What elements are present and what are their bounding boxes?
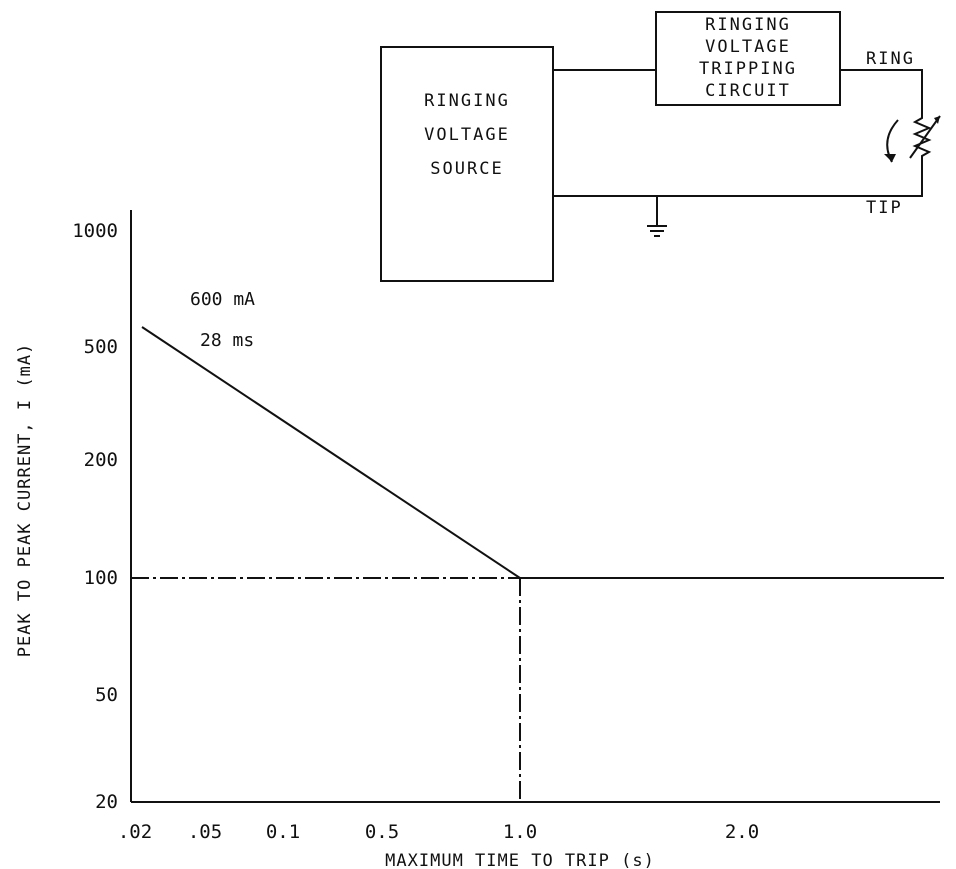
- resistor-arrowhead: [934, 116, 940, 124]
- x-tick-label: .05: [188, 821, 222, 843]
- resistor-arrow: [909, 115, 941, 159]
- y-tick-label: 50: [95, 684, 118, 706]
- trip-label-line: VOLTAGE: [705, 37, 791, 57]
- y-tick-label: 20: [95, 791, 118, 813]
- x-tick-label: 0.5: [365, 821, 399, 843]
- annotation-current: 600 mA: [190, 289, 255, 310]
- source-label-line: RINGING: [424, 91, 510, 111]
- x-tick-label: 1.0: [503, 821, 537, 843]
- trip-label-line: TRIPPING: [699, 59, 797, 79]
- source-label-line: VOLTAGE: [424, 125, 510, 145]
- wire-tip: [553, 160, 923, 197]
- x-tick-label: .02: [118, 821, 152, 843]
- x-tick-label: 0.1: [266, 821, 300, 843]
- y-tick-label: 100: [84, 567, 118, 589]
- circuit-diagram: RINGING VOLTAGE SOURCE RINGING VOLTAGE T…: [380, 11, 941, 282]
- annotation-time: 28 ms: [200, 330, 254, 351]
- y-tick-label: 1000: [72, 220, 118, 242]
- ring-label: RING: [866, 49, 915, 69]
- x-tick-label: 2.0: [725, 821, 759, 843]
- tip-label: TIP: [866, 198, 903, 218]
- y-tick-label: 500: [84, 336, 118, 358]
- adjust-arrowhead: [884, 154, 896, 162]
- ringing-voltage-source-box: [380, 46, 554, 282]
- trip-label-line: CIRCUIT: [705, 81, 791, 101]
- y-tick-label: 200: [84, 449, 118, 471]
- x-tick-labels: .02 .05 0.1 0.5 1.0 2.0: [118, 821, 759, 843]
- series-layer: [141, 326, 944, 579]
- ground-icon: [647, 196, 667, 237]
- series-segment: [141, 326, 521, 579]
- x-axis-label: MAXIMUM TIME TO TRIP (s): [385, 851, 655, 869]
- resistor-symbol: [912, 112, 932, 160]
- y-axis-label: PEAK TO PEAK CURRENT, I (mA): [15, 343, 35, 658]
- source-label-line: SOURCE: [430, 159, 503, 179]
- tripping-circuit-box: [655, 11, 841, 106]
- y-tick-labels: 1000 500 200 100 50 20: [72, 220, 118, 813]
- wire-ring: [840, 69, 923, 112]
- trip-label-line: RINGING: [705, 15, 791, 35]
